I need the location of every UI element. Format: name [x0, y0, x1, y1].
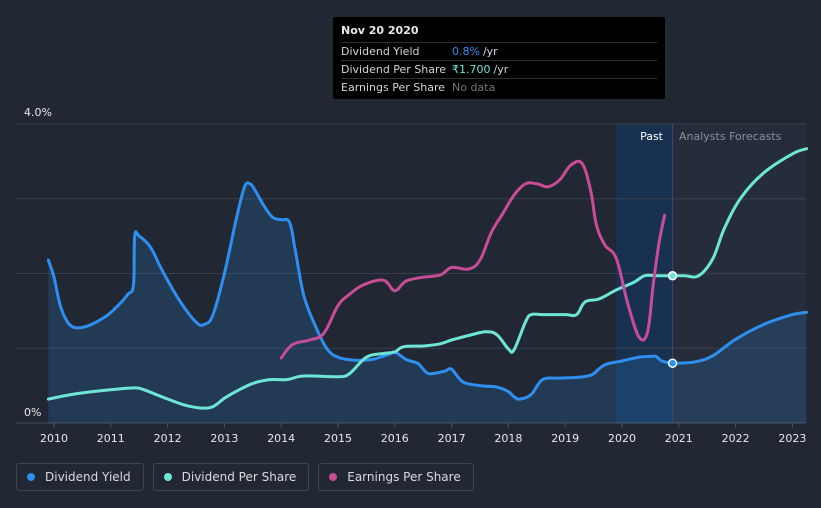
tooltip-label: Dividend Yield: [341, 45, 420, 58]
tooltip-date: Nov 20 2020: [341, 24, 419, 37]
dividend-yield-marker: [667, 358, 678, 368]
tooltip-label: Dividend Per Share: [341, 63, 447, 76]
x-tick-label: 2021: [665, 432, 693, 445]
x-tick-label: 2019: [551, 432, 579, 445]
x-axis-ticks: 2010 2011 2012 2013 2014 2015 2016 2017 2018 2019…: [40, 423, 806, 445]
tooltip-unit: /yr: [482, 45, 498, 58]
x-tick-label: 2010: [40, 432, 68, 445]
x-tick-label: 2012: [154, 432, 182, 445]
x-tick-label: 2020: [608, 432, 636, 445]
legend: Dividend Yield Dividend Per Share Earnin…: [16, 463, 483, 491]
legend-dot-icon: [27, 473, 35, 481]
legend-label: Dividend Yield: [45, 470, 131, 484]
x-tick-label: 2015: [324, 432, 352, 445]
tooltip-row-dividend-per-share: Dividend Per Share ₹1.700 /yr: [341, 60, 657, 78]
x-tick-label: 2017: [438, 432, 466, 445]
legend-dot-icon: [163, 473, 172, 481]
x-tick-label: 2011: [97, 432, 125, 445]
hover-markers: [667, 270, 678, 368]
x-tick-label: 2023: [778, 432, 806, 445]
y-label-bottom: 0%: [24, 406, 41, 419]
tooltip-unit: /yr: [493, 63, 509, 76]
legend-label: Earnings Per Share: [347, 470, 461, 484]
tooltip-row-earnings-per-share: Earnings Per Share No data: [341, 78, 657, 96]
tooltip-row-dividend-yield: Dividend Yield 0.8% /yr: [341, 42, 657, 60]
dividend-per-share-marker: [667, 270, 678, 281]
x-tick-label: 2016: [381, 432, 409, 445]
legend-dividend-yield[interactable]: Dividend Yield: [16, 463, 144, 491]
legend-label: Dividend Per Share: [181, 470, 297, 484]
tooltip-value: No data: [452, 81, 496, 94]
y-label-top: 4.0%: [24, 106, 52, 119]
tooltip: Nov 20 2020 Dividend Yield 0.8% /yr Divi…: [333, 17, 665, 99]
legend-dot-icon: [329, 473, 338, 481]
x-tick-label: 2022: [722, 432, 750, 445]
legend-earnings-per-share[interactable]: Earnings Per Share: [318, 463, 474, 491]
x-tick-label: 2014: [267, 432, 295, 445]
x-tick-label: 2013: [210, 432, 238, 445]
x-tick-label: 2018: [494, 432, 522, 445]
tooltip-label: Earnings Per Share: [341, 81, 446, 94]
tooltip-value: ₹1.700: [452, 63, 491, 76]
forecast-label: Analysts Forecasts: [679, 130, 782, 143]
earnings-per-share-line: [279, 159, 667, 360]
past-label: Past: [640, 130, 664, 143]
legend-dividend-per-share[interactable]: Dividend Per Share: [152, 463, 310, 491]
tooltip-value: 0.8%: [452, 45, 480, 58]
